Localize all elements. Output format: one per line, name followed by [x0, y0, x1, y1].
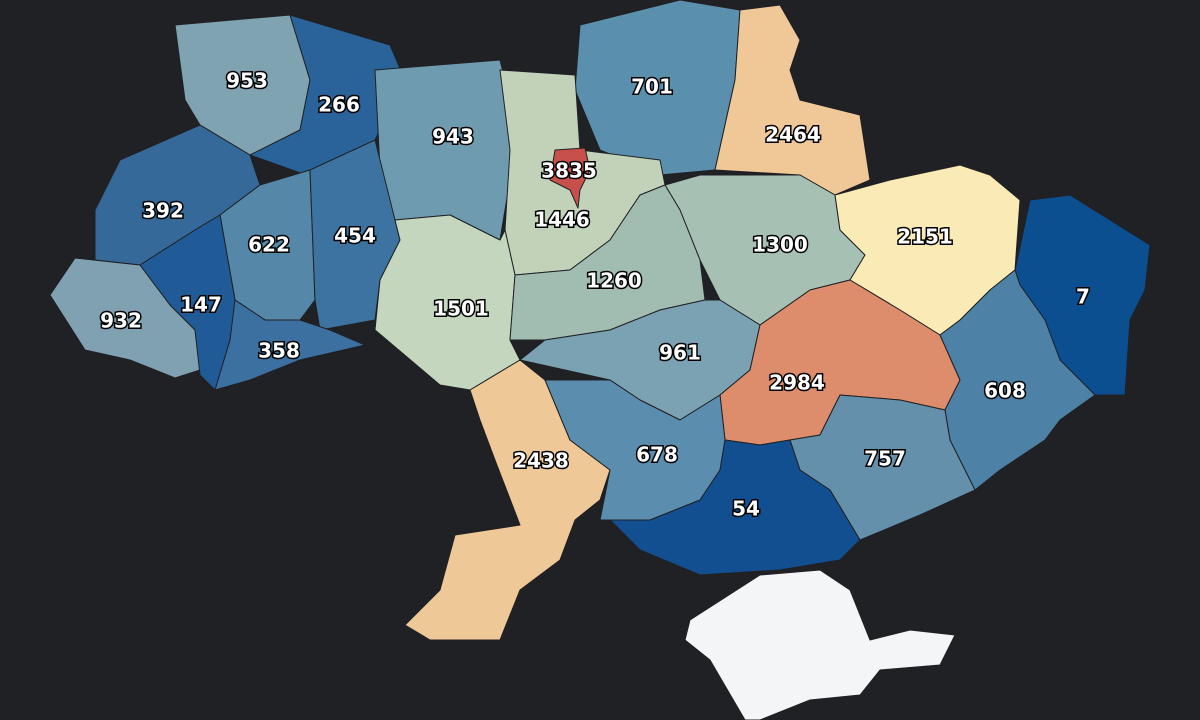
region-value: 392	[142, 199, 184, 223]
region-value: 2438	[513, 449, 569, 473]
region-value: 454	[334, 224, 376, 248]
region-value: 678	[636, 443, 678, 467]
region-value: 3835	[541, 159, 597, 183]
region-value: 358	[258, 339, 300, 363]
labels: 953 266 943 701 2464 1446 392 622 454 1300 2151 7 93…	[99, 67, 1092, 522]
crimea	[684, 569, 956, 720]
region-value: 953	[226, 69, 268, 93]
region	[609, 439, 861, 576]
region-value: 266	[318, 93, 360, 117]
region-value: 622	[248, 233, 290, 257]
region-value: 7	[1076, 285, 1090, 309]
region-value: 932	[100, 309, 142, 333]
region-value: 1260	[586, 269, 642, 293]
region-value: 608	[984, 379, 1026, 403]
region-value: 757	[864, 447, 906, 471]
region-value: 2151	[897, 225, 953, 249]
region-value: 2984	[769, 371, 825, 395]
region-value: 147	[180, 293, 222, 317]
region-value: 2464	[765, 123, 821, 147]
region	[549, 147, 591, 209]
region-value: 961	[659, 341, 701, 365]
region-value: 943	[432, 125, 474, 149]
region	[374, 59, 516, 241]
region-value: 1501	[433, 297, 489, 321]
region	[714, 4, 871, 196]
region-value: 701	[631, 75, 673, 99]
region	[789, 394, 976, 541]
region-value: 1446	[534, 208, 590, 232]
region-value: 54	[732, 497, 760, 521]
region-value: 1300	[752, 233, 808, 257]
regions	[49, 0, 1151, 641]
region	[214, 299, 366, 391]
